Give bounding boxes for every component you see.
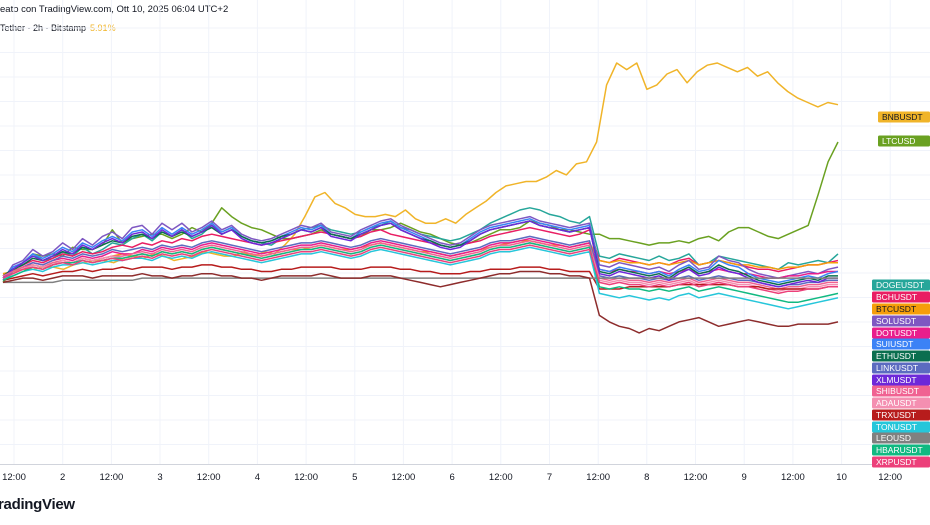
x-tick-label: 12:00	[684, 472, 708, 483]
symbol-label-bg	[878, 111, 930, 123]
symbol-label-adausdt[interactable]: ADAUSDT	[876, 398, 917, 408]
series-line-brn[interactable]	[2, 270, 839, 334]
x-tick-label: 12:00	[294, 472, 318, 483]
symbol-label-bg	[872, 362, 930, 374]
x-tick-label: 12:00	[392, 472, 416, 483]
symbol-label-bchusdt[interactable]: BCHUSDT	[876, 292, 917, 302]
x-tick-label: 5	[352, 472, 357, 483]
symbol-label-tonusdt[interactable]: TONUSDT	[876, 422, 917, 432]
x-axis: 12:00 2 12:00 3 12:00 4 12:00 5 12:00 6 12:00 7 12:0…	[2, 472, 902, 483]
series-line-shibusdt[interactable]	[2, 240, 838, 290]
symbol-label-bg	[872, 374, 930, 386]
symbol-label-dogeusdt[interactable]: DOGEUSDT	[876, 280, 924, 290]
symbol-label-dotusdt[interactable]: DOTUSDT	[876, 328, 917, 338]
symbol-label-bg	[872, 385, 930, 397]
symbol-label-bg	[872, 409, 930, 421]
symbol-label-bg	[872, 327, 930, 339]
symbol-label-linkusdt[interactable]: LINKUSDT	[876, 363, 918, 373]
chart-lines	[2, 62, 839, 334]
symbol-label-suiusdt[interactable]: SUIUSDT	[876, 339, 913, 349]
symbol-label-solusdt[interactable]: SOLUSDT	[876, 316, 916, 326]
x-tick-label: 12:00	[100, 472, 124, 483]
series-line-trxusdt[interactable]	[2, 264, 838, 290]
symbol-label-bg	[878, 135, 930, 147]
series-line-ethusdt[interactable]	[2, 220, 838, 286]
price-scale-labels: BNBUSDT LTCUSD DOGEUSDT BCHUSDT BTCUSDT SOLUS…	[872, 111, 930, 468]
symbol-label-xlmusdt[interactable]: XLMUSDT	[876, 375, 917, 385]
symbol-label-hbarusdt[interactable]: HBARUSDT	[876, 445, 923, 455]
series-line-xlmusdt[interactable]	[2, 220, 838, 288]
symbol-label-ltcusd[interactable]: LTCUSD	[882, 136, 915, 146]
x-tick-label: 2	[60, 472, 65, 483]
series-line-solusdt[interactable]	[2, 215, 839, 281]
symbol-label-bg	[872, 338, 930, 350]
symbol-label-bg	[872, 303, 930, 315]
x-tick-label: 12:00	[586, 472, 610, 483]
symbol-label-bg	[872, 432, 930, 444]
symbol-label-xrpusdt[interactable]: XRPUSDT	[876, 457, 917, 467]
symbol-label-bg	[872, 397, 930, 409]
symbol-label-bg	[872, 315, 930, 327]
series-line-hbarusdt[interactable]	[2, 242, 839, 303]
series-line-dogeusdt[interactable]	[2, 207, 839, 279]
symbol-label-bg	[872, 291, 930, 303]
x-tick-label: 9	[742, 472, 747, 483]
series-line-ltcusd[interactable]	[2, 141, 839, 283]
symbol-label-bg	[872, 421, 930, 433]
x-tick-label: 8	[644, 472, 649, 483]
symbol-label-bg	[872, 444, 930, 456]
symbol-label-bg	[872, 456, 930, 468]
series-line-bnbusdt[interactable]	[2, 62, 839, 275]
symbol-label-bg	[872, 279, 930, 291]
symbol-label-ethusdt[interactable]: ETHUSDT	[876, 351, 916, 361]
symbol-label-bg	[872, 350, 930, 362]
x-tick-label: 4	[255, 472, 260, 483]
symbol-label-bnbusdt[interactable]: BNBUSDT	[882, 112, 923, 122]
x-tick-label: 12:00	[878, 472, 902, 483]
x-tick-label: 3	[157, 472, 162, 483]
series-line-leousd[interactable]	[3, 277, 838, 284]
chart-created-info: eato con TradingView.com, Ott 10, 2025 0…	[0, 4, 229, 15]
symbol-label-shibusdt[interactable]: SHIBUSDT	[876, 386, 919, 396]
x-tick-label: 12:00	[489, 472, 513, 483]
x-tick-label: 6	[449, 472, 454, 483]
series-line-suiusdt[interactable]	[2, 218, 839, 284]
series-line-linkusdt[interactable]	[2, 235, 838, 288]
x-tick-label: 7	[547, 472, 552, 483]
tradingview-logo: radingView	[0, 496, 75, 513]
symbol-label-btcusdt[interactable]: BTCUSDT	[876, 304, 916, 314]
symbol-label-leousd[interactable]: LEOUSD	[876, 433, 911, 443]
x-tick-label: 12:00	[2, 472, 26, 483]
x-tick-label: 12:00	[781, 472, 805, 483]
symbol-label-trxusdt[interactable]: TRXUSDT	[876, 410, 916, 420]
x-tick-label: 10	[836, 472, 847, 483]
series-line-tonusdt[interactable]	[2, 246, 839, 310]
x-tick-label: 12:00	[197, 472, 221, 483]
series-line-xrpusdt[interactable]	[2, 244, 838, 295]
